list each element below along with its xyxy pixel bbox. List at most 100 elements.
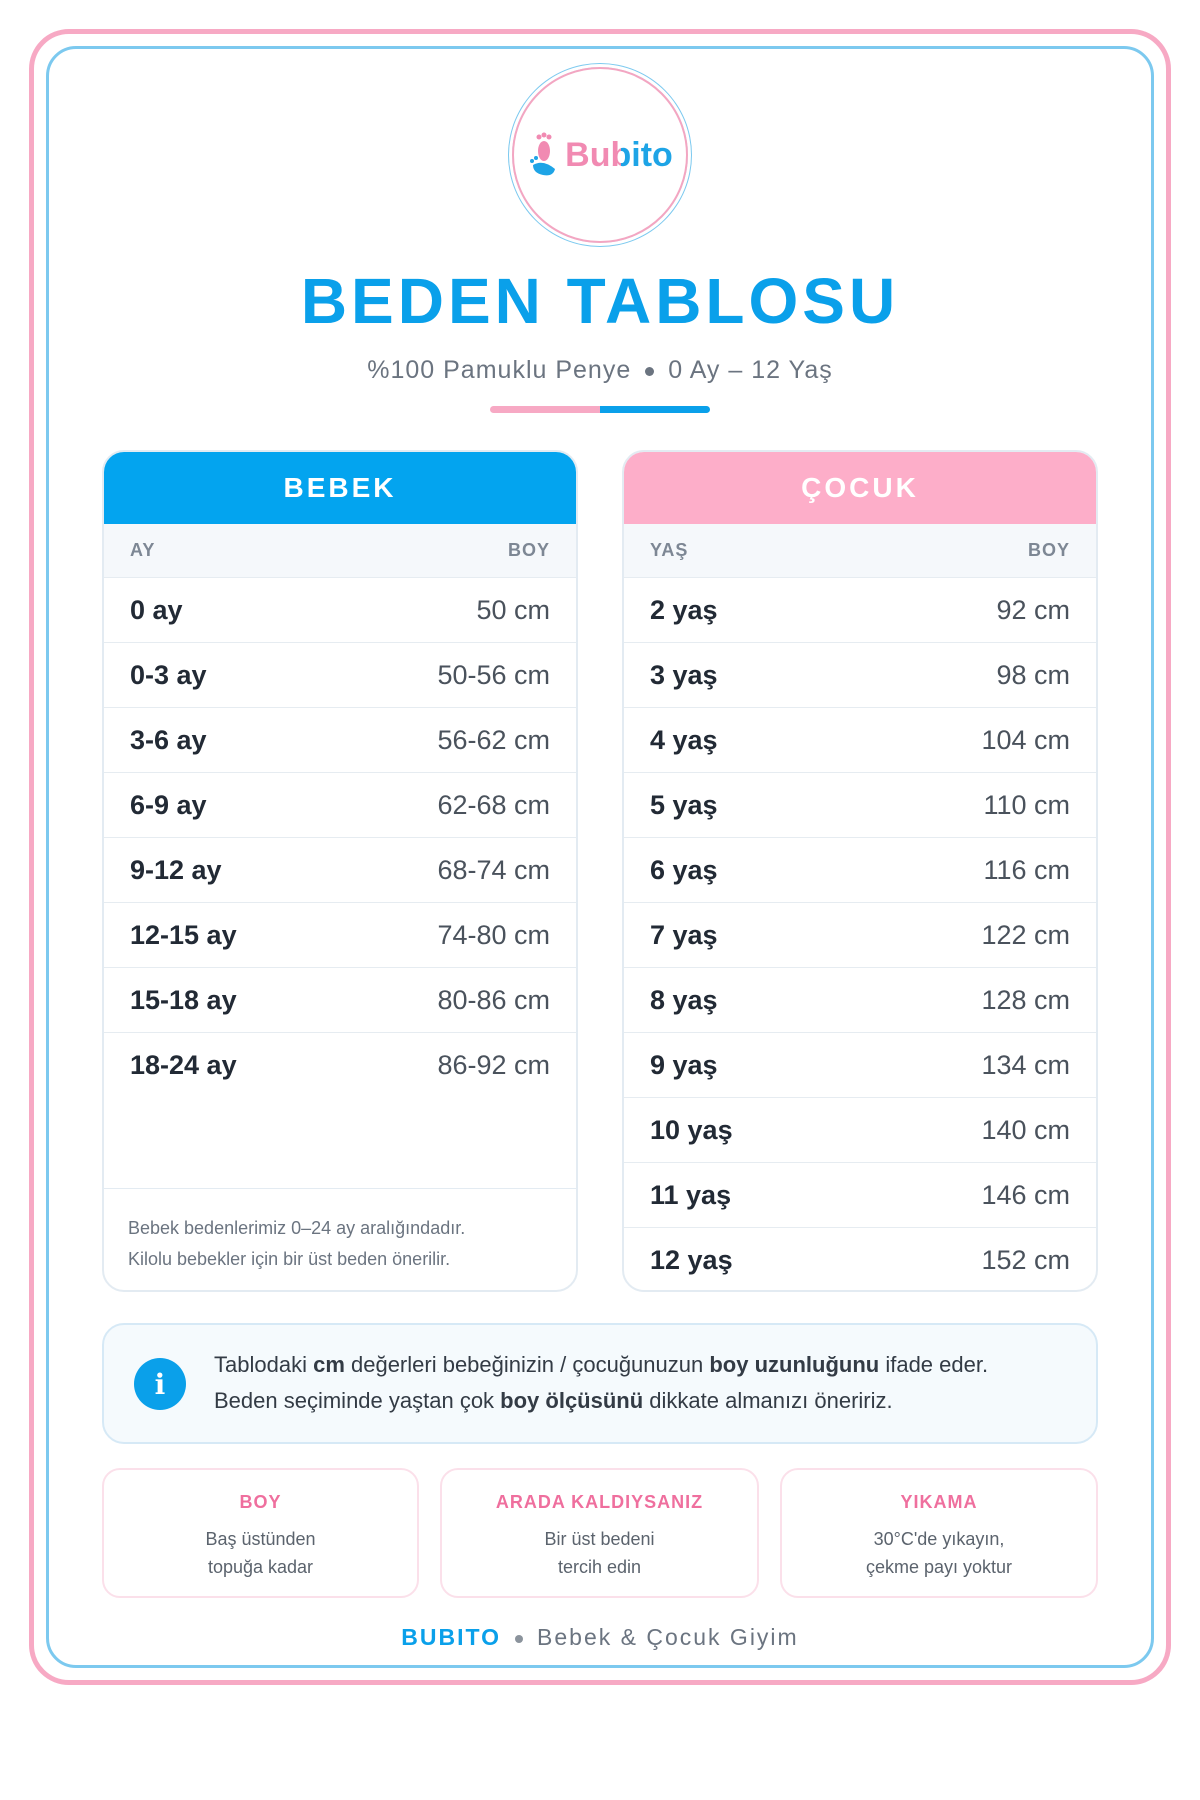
height-value: 92 cm bbox=[996, 594, 1070, 625]
table-row: 8 yaş 128 cm bbox=[624, 968, 1096, 1033]
tip-card: YIKAMA 30°C'de yıkayın, çekme payı yoktur bbox=[780, 1468, 1098, 1598]
table-row: 9 yaş 134 cm bbox=[624, 1033, 1096, 1098]
tip-title: BOY bbox=[239, 1492, 282, 1512]
tip-card: BOY Baş üstünden topuğa kadar bbox=[102, 1468, 419, 1598]
size-label: 0-3 ay bbox=[130, 659, 207, 690]
table-row: 0-3 ay 50-56 cm bbox=[104, 643, 576, 708]
table-row: 15-18 ay 80-86 cm bbox=[104, 968, 576, 1033]
height-value: 80-86 cm bbox=[437, 984, 550, 1015]
height-value: 152 cm bbox=[981, 1245, 1070, 1275]
size-label: 10 yaş bbox=[650, 1114, 733, 1145]
height-value: 146 cm bbox=[981, 1179, 1070, 1210]
size-label: 3 yaş bbox=[650, 659, 718, 690]
table-row: 3 yaş 98 cm bbox=[624, 643, 1096, 708]
size-label: 9 yaş bbox=[650, 1049, 718, 1080]
table-row: 0 ay 50 cm bbox=[104, 578, 576, 643]
column-label: BOY bbox=[507, 540, 550, 560]
size-label: 6 yaş bbox=[650, 854, 718, 885]
table-row: 5 yaş 110 cm bbox=[624, 773, 1096, 838]
height-value: 110 cm bbox=[983, 789, 1070, 820]
size-label: 18-24 ay bbox=[130, 1050, 237, 1080]
table-header: ÇOCUK bbox=[624, 452, 1096, 524]
height-value: 128 cm bbox=[981, 984, 1070, 1015]
info-text: dikkate almanızı öneririz. bbox=[643, 1388, 893, 1413]
column-label: YAŞ bbox=[650, 540, 689, 560]
table-row: 2 yaş 92 cm bbox=[624, 578, 1096, 643]
size-label: 5 yaş bbox=[650, 789, 718, 820]
height-value: 134 cm bbox=[981, 1049, 1070, 1080]
column-header: AY BOY bbox=[104, 524, 576, 578]
info-box: Tablodaki cm değerleri bebeğinizin / çoc… bbox=[102, 1323, 1098, 1444]
tip-card: ARADA KALDIYSANIZ Bir üst bedeni tercih ed… bbox=[440, 1468, 759, 1598]
height-value: 86-92 cm bbox=[437, 1050, 550, 1080]
height-value: 116 cm bbox=[983, 854, 1070, 885]
height-value: 74-80 cm bbox=[437, 919, 550, 950]
tip-title: YIKAMA bbox=[900, 1492, 978, 1512]
brand: Bubito bbox=[565, 135, 673, 174]
table-row: 6-9 ay 62-68 cm bbox=[104, 773, 576, 838]
size-label: 0 ay bbox=[130, 594, 183, 625]
size-label: 2 yaş bbox=[650, 594, 718, 625]
subtitle-part: 0 Ay – 12 Yaş bbox=[668, 356, 833, 384]
table-row: 4 yaş 104 cm bbox=[624, 708, 1096, 773]
size-label: 12-15 ay bbox=[130, 919, 237, 950]
height-value: 62-68 cm bbox=[437, 789, 550, 820]
tip-line: Baş üstünden bbox=[205, 1529, 316, 1549]
height-value: 122 cm bbox=[981, 919, 1070, 950]
column-label: BOY bbox=[1027, 540, 1070, 560]
tip-title: ARADA KALDIYSANIZ bbox=[495, 1492, 704, 1512]
table-row: 3-6 ay 56-62 cm bbox=[104, 708, 576, 773]
info-text: cm bbox=[313, 1352, 345, 1377]
table-row: 12-15 ay 74-80 cm bbox=[104, 903, 576, 968]
footer-brand: BUBITO bbox=[401, 1624, 502, 1650]
inner-border bbox=[46, 46, 1154, 1668]
divider bbox=[490, 406, 710, 413]
height-value: 50 cm bbox=[476, 594, 550, 625]
height-value: 140 cm bbox=[981, 1114, 1070, 1145]
height-value: 68-74 cm bbox=[437, 854, 550, 885]
tip-line: 30°C'de yıkayın, bbox=[873, 1529, 1005, 1549]
size-label: 3-6 ay bbox=[130, 724, 207, 755]
table-row: 6 yaş 116 cm bbox=[624, 838, 1096, 903]
subtitle-part: %100 Pamuklu Penye bbox=[367, 356, 632, 384]
info-text: değerleri bebeğinizin / çocuğunuzun bbox=[344, 1352, 710, 1377]
separator bbox=[645, 366, 655, 376]
note-line: Bebek bedenlerimiz 0–24 ay aralığındadır… bbox=[128, 1218, 466, 1238]
table-row: 12 yaş 152 cm bbox=[624, 1228, 1096, 1290]
table-row: 11 yaş 146 cm bbox=[624, 1163, 1096, 1228]
column-header: YAŞ BOY bbox=[624, 524, 1096, 578]
height-value: 98 cm bbox=[996, 659, 1070, 690]
tip-line: Bir üst bedeni bbox=[544, 1529, 655, 1549]
table-row: 7 yaş 122 cm bbox=[624, 903, 1096, 968]
size-label: 9-12 ay bbox=[130, 854, 222, 885]
title: BEDEN TABLOSU bbox=[300, 265, 900, 337]
size-label: 6-9 ay bbox=[130, 789, 207, 820]
height-value: 104 cm bbox=[981, 724, 1070, 755]
size-table: BEBEK AY BOY 0 ay 50 cm 0-3 ay 50-56 cm 3-6 ay 5… bbox=[102, 450, 578, 1292]
height-value: 50-56 cm bbox=[437, 659, 550, 690]
tip-line: tercih edin bbox=[557, 1557, 642, 1577]
table-row: 10 yaş 140 cm bbox=[624, 1098, 1096, 1163]
note-line: Kilolu bebekler için bir üst beden öneri… bbox=[128, 1249, 451, 1269]
size-label: 11 yaş bbox=[650, 1179, 732, 1210]
table-note: Bebek bedenlerimiz 0–24 ay aralığındadır… bbox=[102, 1188, 578, 1292]
info-text: Tablodaki bbox=[214, 1352, 314, 1377]
size-table: ÇOCUK YAŞ BOY 2 yaş 92 cm 3 yaş 98 cm 4 yaş 104 … bbox=[622, 450, 1098, 1292]
logo: Bubito bbox=[512, 67, 688, 243]
tip-line: çekme payı yoktur bbox=[865, 1557, 1013, 1577]
column-label: AY bbox=[130, 540, 156, 560]
table-header: BEBEK bbox=[104, 452, 576, 524]
outer-border bbox=[29, 29, 1171, 1685]
height-value: 56-62 cm bbox=[437, 724, 550, 755]
separator bbox=[515, 1634, 524, 1643]
subtitle: %100 Pamuklu Penye 0 Ay – 12 Yaş bbox=[0, 356, 1200, 385]
info-text: boy uzunluğunu bbox=[709, 1352, 880, 1377]
table-row: 9-12 ay 68-74 cm bbox=[104, 838, 576, 903]
size-label: 7 yaş bbox=[650, 919, 718, 950]
logo-icon bbox=[530, 132, 556, 176]
size-label: 15-18 ay bbox=[130, 984, 237, 1015]
info-icon: i bbox=[134, 1358, 186, 1410]
size-label: 8 yaş bbox=[650, 984, 718, 1015]
size-label: 12 yaş bbox=[650, 1245, 733, 1275]
